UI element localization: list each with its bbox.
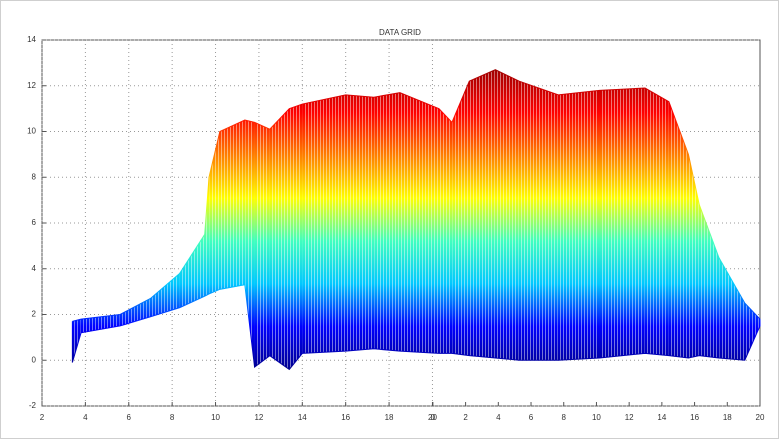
x2-tick-label: 12 bbox=[625, 413, 634, 422]
y-tick-label: 0 bbox=[32, 355, 37, 364]
surface-mesh bbox=[72, 69, 760, 370]
x2-tick-label: 20 bbox=[756, 413, 765, 422]
x2-tick-label: 18 bbox=[723, 413, 732, 422]
y-tick-label: 14 bbox=[27, 35, 36, 44]
x-tick-label: 12 bbox=[254, 413, 263, 422]
x-tick-label: 14 bbox=[298, 413, 307, 422]
x-tick-label: 2 bbox=[40, 413, 45, 422]
y-tick-label: 6 bbox=[32, 218, 37, 227]
surface-edge bbox=[72, 69, 761, 322]
surface-edge bbox=[71, 284, 761, 371]
x-tick-label: 10 bbox=[211, 413, 220, 422]
x2-tick-label: 0 bbox=[431, 413, 436, 422]
x2-tick-label: 10 bbox=[592, 413, 601, 422]
x-tick-label: 6 bbox=[127, 413, 132, 422]
y-tick-label: 10 bbox=[27, 127, 36, 136]
y-tick-label: 8 bbox=[32, 172, 37, 181]
x2-tick-label: 4 bbox=[496, 413, 501, 422]
x-tick-label: 4 bbox=[83, 413, 88, 422]
x-tick-label: 20 bbox=[428, 413, 437, 422]
y-tick-label: -2 bbox=[29, 401, 37, 410]
x-tick-label: 16 bbox=[341, 413, 350, 422]
x2-tick-label: 6 bbox=[529, 413, 534, 422]
x2-tick-label: 14 bbox=[657, 413, 666, 422]
x-tick-label: 8 bbox=[170, 413, 175, 422]
chart-title: DATA GRID bbox=[379, 28, 421, 37]
x2-tick-label: 2 bbox=[463, 413, 468, 422]
x-tick-label: 18 bbox=[385, 413, 394, 422]
y-tick-label: 12 bbox=[27, 81, 36, 90]
y-tick-label: 2 bbox=[32, 310, 37, 319]
x2-tick-label: 8 bbox=[562, 413, 567, 422]
x2-tick-label: 16 bbox=[690, 413, 699, 422]
y-tick-label: 4 bbox=[32, 264, 37, 273]
